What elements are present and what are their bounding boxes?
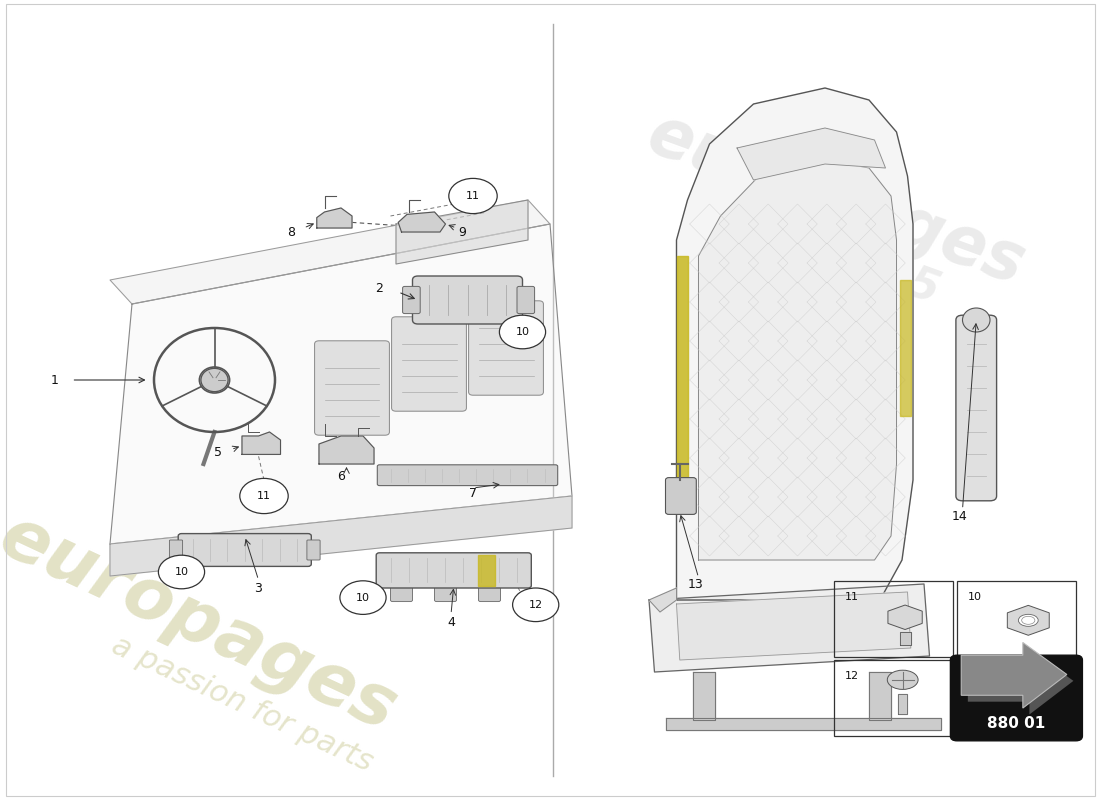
Text: 5: 5: [213, 446, 222, 458]
Text: 8: 8: [287, 226, 296, 238]
Text: 880 01: 880 01: [988, 715, 1045, 730]
Text: a passion for parts: a passion for parts: [107, 630, 377, 778]
FancyBboxPatch shape: [950, 655, 1082, 741]
Circle shape: [158, 555, 205, 589]
Polygon shape: [666, 718, 940, 730]
Ellipse shape: [962, 308, 990, 332]
Polygon shape: [899, 694, 907, 714]
Polygon shape: [900, 280, 911, 416]
Polygon shape: [110, 200, 550, 304]
Circle shape: [240, 478, 288, 514]
Polygon shape: [110, 496, 572, 576]
FancyBboxPatch shape: [478, 584, 500, 602]
Text: 10: 10: [968, 592, 982, 602]
Text: 14: 14: [952, 510, 967, 522]
Circle shape: [513, 588, 559, 622]
Polygon shape: [242, 432, 280, 454]
FancyBboxPatch shape: [517, 286, 535, 314]
Polygon shape: [698, 160, 896, 560]
Polygon shape: [676, 256, 688, 480]
Circle shape: [449, 178, 497, 214]
Polygon shape: [317, 208, 352, 228]
FancyBboxPatch shape: [307, 540, 320, 560]
Text: 12: 12: [845, 671, 859, 682]
Text: 9: 9: [458, 226, 466, 238]
Polygon shape: [396, 200, 528, 264]
Polygon shape: [319, 436, 374, 464]
Polygon shape: [693, 672, 715, 720]
Text: 10: 10: [175, 567, 188, 577]
Text: europages: europages: [638, 101, 1034, 299]
Polygon shape: [900, 632, 911, 646]
Ellipse shape: [201, 368, 228, 392]
FancyBboxPatch shape: [376, 553, 531, 588]
Text: 12: 12: [529, 600, 542, 610]
Polygon shape: [478, 555, 495, 586]
Text: 3: 3: [254, 582, 263, 594]
Text: 11: 11: [257, 491, 271, 501]
Polygon shape: [676, 88, 913, 600]
Polygon shape: [1008, 606, 1049, 635]
Polygon shape: [110, 224, 572, 544]
Text: 6: 6: [337, 470, 345, 482]
FancyBboxPatch shape: [956, 315, 997, 501]
Text: 10: 10: [516, 327, 529, 337]
FancyBboxPatch shape: [390, 584, 412, 602]
FancyBboxPatch shape: [469, 301, 543, 395]
FancyBboxPatch shape: [377, 465, 558, 486]
FancyBboxPatch shape: [434, 584, 456, 602]
Ellipse shape: [1019, 614, 1038, 626]
Text: 11: 11: [466, 191, 480, 201]
Polygon shape: [968, 649, 1074, 714]
Polygon shape: [888, 605, 922, 630]
Polygon shape: [398, 212, 446, 232]
Text: 2: 2: [375, 282, 384, 294]
FancyBboxPatch shape: [412, 276, 522, 324]
FancyBboxPatch shape: [666, 478, 696, 514]
Text: 4: 4: [447, 616, 455, 629]
Circle shape: [499, 315, 546, 349]
Polygon shape: [961, 642, 1067, 708]
Text: 11: 11: [845, 592, 859, 602]
FancyBboxPatch shape: [403, 286, 420, 314]
Circle shape: [340, 581, 386, 614]
Text: 1985: 1985: [814, 230, 946, 314]
Polygon shape: [649, 588, 676, 612]
Polygon shape: [649, 584, 930, 672]
FancyBboxPatch shape: [169, 540, 183, 560]
Polygon shape: [676, 592, 911, 660]
Text: 1: 1: [51, 374, 59, 386]
Ellipse shape: [888, 670, 918, 690]
Polygon shape: [737, 128, 886, 180]
FancyBboxPatch shape: [178, 534, 311, 566]
Text: 10: 10: [356, 593, 370, 602]
FancyBboxPatch shape: [315, 341, 389, 435]
Text: 13: 13: [688, 578, 703, 590]
FancyBboxPatch shape: [392, 317, 466, 411]
Text: 7: 7: [469, 487, 477, 500]
Text: europages: europages: [0, 502, 407, 746]
Polygon shape: [869, 672, 891, 720]
